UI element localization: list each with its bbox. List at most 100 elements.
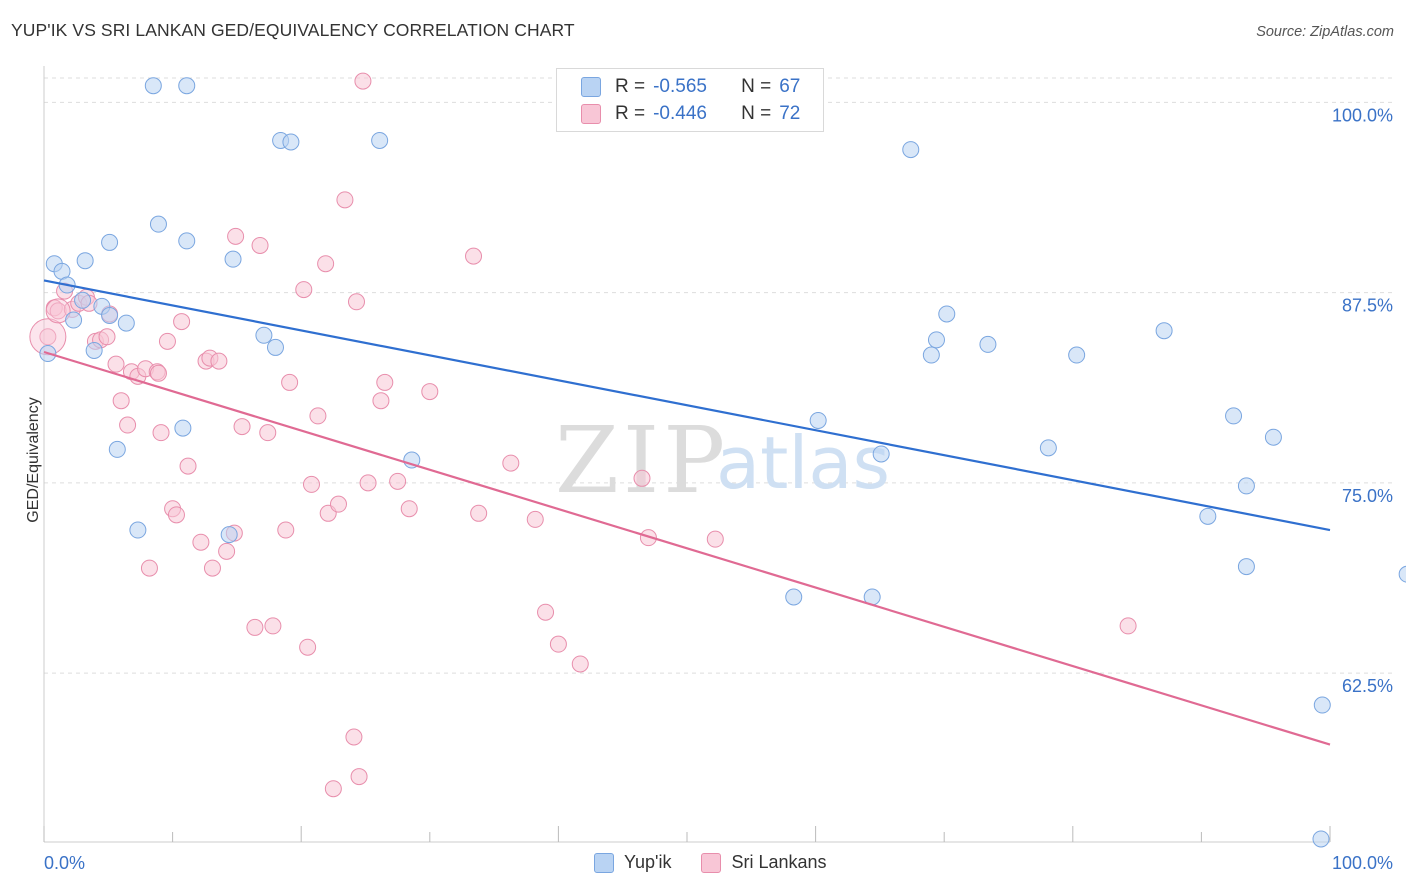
point-sri-lankans: [347, 293, 365, 311]
point-sri-lankans: [309, 407, 327, 425]
legend-r-value: -0.565: [653, 76, 707, 97]
trend-line-sri-lankans: [43, 350, 1331, 746]
point-sri-lankans: [537, 603, 555, 621]
point-sri-lankans: [158, 332, 176, 350]
point-sri-lankans: [192, 533, 210, 551]
point-sri-lankans: [140, 559, 158, 577]
watermark-zip: ZIP: [555, 407, 729, 514]
legend-r-value: -0.446: [653, 103, 707, 124]
point-sri-lankans: [233, 418, 251, 436]
point-sri-lankans: [251, 236, 269, 254]
point-sri-lankans: [324, 780, 342, 798]
point-sri-lankans: [218, 542, 236, 560]
legend-n-value: 72: [779, 103, 801, 124]
chart-title: YUP'IK VS SRI LANKAN GED/EQUIVALENCY COR…: [11, 20, 575, 40]
point-sri-lankans: [246, 618, 264, 636]
point-yupik: [1237, 477, 1255, 495]
point-yupik: [220, 526, 238, 544]
point-sri-lankans: [277, 521, 295, 539]
point-sri-lankans: [179, 457, 197, 475]
watermark: ZIP atlas: [555, 407, 890, 514]
point-yupik: [178, 77, 196, 95]
y-tick-label: 62.5%: [1342, 676, 1393, 696]
legend-row-sri-lankans: R = -0.446 N = 72: [581, 102, 800, 126]
trend-line-yupik: [43, 279, 1331, 532]
point-yupik: [1039, 439, 1057, 457]
legend-r-label: R =: [615, 76, 646, 97]
point-yupik: [224, 250, 242, 268]
y-axis-label: GED/Equivalency: [25, 397, 42, 522]
point-sri-lankans: [39, 328, 57, 346]
point-sri-lankans: [336, 191, 354, 209]
point-sri-lankans: [502, 454, 520, 472]
point-yupik: [938, 305, 956, 323]
x-tick-label-max: 100.0%: [1332, 853, 1393, 873]
point-sri-lankans: [706, 530, 724, 548]
point-sri-lankans: [152, 424, 170, 442]
point-sri-lankans: [350, 768, 368, 786]
point-yupik: [65, 311, 83, 329]
legend-item-yupik: Yup'ik: [594, 852, 671, 873]
point-sri-lankans: [203, 559, 221, 577]
point-yupik: [101, 233, 119, 251]
point-sri-lankans: [359, 474, 377, 492]
point-sri-lankans: [372, 392, 390, 410]
point-yupik: [1225, 407, 1243, 425]
legend-swatch-pink: [701, 852, 722, 873]
legend-n-label: N =: [741, 76, 772, 97]
point-sri-lankans: [633, 469, 651, 487]
point-sri-lankans: [376, 373, 394, 391]
point-sri-lankans: [571, 655, 589, 673]
legend-swatch-blue: [594, 852, 614, 873]
point-yupik: [1312, 830, 1330, 848]
legend-label-sri-lankans: Sri Lankans: [731, 852, 827, 872]
series-yupik: [39, 77, 1406, 848]
point-yupik: [1199, 507, 1217, 525]
point-sri-lankans-large: [45, 298, 71, 324]
watermark-atlas: atlas: [716, 421, 890, 505]
point-sri-lankans: [1119, 617, 1137, 635]
x-tick-label-min: 0.0%: [44, 853, 85, 873]
point-sri-lankans: [112, 392, 130, 410]
legend-label-yupik: Yup'ik: [624, 852, 672, 872]
point-sri-lankans: [149, 364, 167, 382]
point-yupik: [282, 133, 300, 151]
point-sri-lankans: [389, 472, 407, 490]
point-yupik: [85, 341, 103, 359]
legend-n-label: N =: [741, 103, 772, 124]
point-yupik: [785, 588, 803, 606]
point-yupik: [266, 338, 284, 356]
point-yupik: [1237, 558, 1255, 576]
point-sri-lankans: [259, 424, 277, 442]
point-sri-lankans: [295, 281, 313, 299]
point-yupik: [149, 215, 167, 233]
point-yupik: [371, 131, 389, 149]
y-tick-label: 75.0%: [1342, 486, 1393, 506]
point-sri-lankans: [281, 373, 299, 391]
point-sri-lankans: [470, 504, 488, 522]
point-yupik: [174, 419, 192, 437]
point-yupik: [129, 521, 147, 539]
point-yupik: [1398, 565, 1406, 583]
point-yupik: [76, 252, 94, 270]
legend-row-yupik: R = -0.565 N = 67: [581, 75, 800, 99]
series-legend: Yup'ik Sri Lankans: [594, 852, 857, 873]
point-sri-lankans: [210, 352, 228, 370]
point-yupik: [178, 232, 196, 250]
point-yupik: [922, 346, 940, 364]
point-yupik: [809, 411, 827, 429]
grid-layer: [44, 77, 1393, 674]
point-sri-lankans: [264, 617, 282, 635]
point-sri-lankans: [167, 506, 185, 524]
point-yupik: [1155, 322, 1173, 340]
point-sri-lankans: [299, 638, 317, 656]
point-yupik: [144, 77, 162, 95]
axis-layer: 100.0% 87.5% 75.0% 62.5%: [43, 66, 1393, 843]
point-yupik: [117, 314, 135, 332]
point-yupik: [872, 445, 890, 463]
y-tick-label: 87.5%: [1342, 296, 1393, 316]
point-sri-lankans: [345, 728, 363, 746]
point-yupik: [255, 326, 273, 344]
point-sri-lankans: [329, 495, 347, 513]
